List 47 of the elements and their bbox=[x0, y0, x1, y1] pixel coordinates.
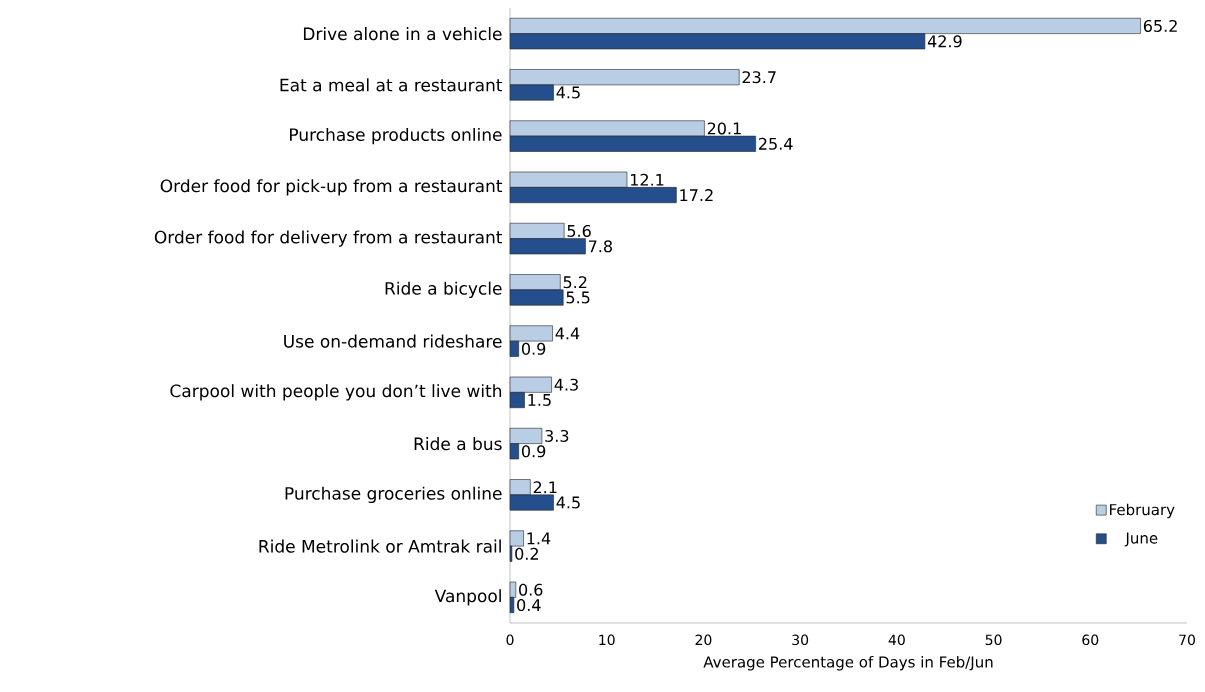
x-axis-title: Average Percentage of Days in Feb/Jun bbox=[703, 655, 993, 671]
data-label: 4.5 bbox=[556, 86, 580, 99]
data-label: 4.3 bbox=[554, 378, 578, 391]
data-label: 7.8 bbox=[588, 240, 612, 253]
data-label: 1.4 bbox=[527, 532, 551, 545]
y-tick-label: Ride Metrolink or Amtrak rail bbox=[259, 539, 501, 553]
data-label: 5.5 bbox=[566, 291, 590, 304]
data-label: 25.4 bbox=[759, 137, 793, 150]
y-tick-label: Purchase products online bbox=[290, 127, 502, 145]
y-tick-label: Purchase groceries online bbox=[285, 486, 502, 504]
data-label: 4.4 bbox=[555, 327, 580, 340]
data-label: 5.6 bbox=[567, 224, 591, 237]
y-tick-label: Ride a bicycle bbox=[385, 281, 502, 299]
data-label: 0.9 bbox=[521, 342, 546, 355]
data-label: 65.2 bbox=[1143, 19, 1177, 32]
data-label: 17.2 bbox=[680, 189, 713, 201]
data-label: 1.5 bbox=[528, 394, 551, 406]
data-label: 42.9 bbox=[927, 35, 962, 48]
data-label: 2.1 bbox=[533, 481, 557, 494]
data-label: 12.1 bbox=[630, 173, 664, 186]
data-label: 0.6 bbox=[519, 583, 543, 596]
x-tick-label: 70 bbox=[1179, 634, 1195, 646]
y-tick-label: Eat a meal at a restaurant bbox=[280, 78, 503, 92]
x-tick-label: 20 bbox=[695, 634, 712, 646]
legend-label: June bbox=[1124, 532, 1158, 547]
data-label: 0.2 bbox=[515, 547, 538, 560]
y-tick-label: Use on-demand rideshare bbox=[284, 334, 502, 348]
y-tick-label: Carpool with people you don’t live with bbox=[170, 384, 502, 401]
data-label: 4.5 bbox=[556, 496, 580, 509]
data-label: 5.2 bbox=[563, 276, 587, 289]
x-tick-label: 60 bbox=[1082, 634, 1099, 646]
y-tick-label: Order food for delivery from a restaurant bbox=[154, 230, 503, 247]
data-label: 20.1 bbox=[707, 122, 741, 135]
y-tick-label: Vanpool bbox=[434, 589, 501, 606]
y-tick-label: Drive alone in a vehicle bbox=[303, 27, 502, 41]
x-tick-label: 30 bbox=[792, 634, 809, 646]
x-tick-label: 0 bbox=[506, 634, 514, 646]
x-tick-label: 50 bbox=[985, 634, 1002, 646]
x-tick-label: 40 bbox=[888, 634, 905, 646]
x-tick-label: 10 bbox=[599, 634, 615, 646]
y-tick-label: Order food for pick-up from a restaurant bbox=[160, 179, 503, 196]
y-tick-label: Ride a bus bbox=[414, 437, 502, 451]
data-label: 0.4 bbox=[517, 599, 541, 612]
data-label: 0.9 bbox=[521, 445, 546, 458]
data-label: 3.3 bbox=[545, 429, 569, 442]
legend-label: February bbox=[1110, 503, 1175, 519]
data-label: 23.7 bbox=[742, 71, 776, 84]
